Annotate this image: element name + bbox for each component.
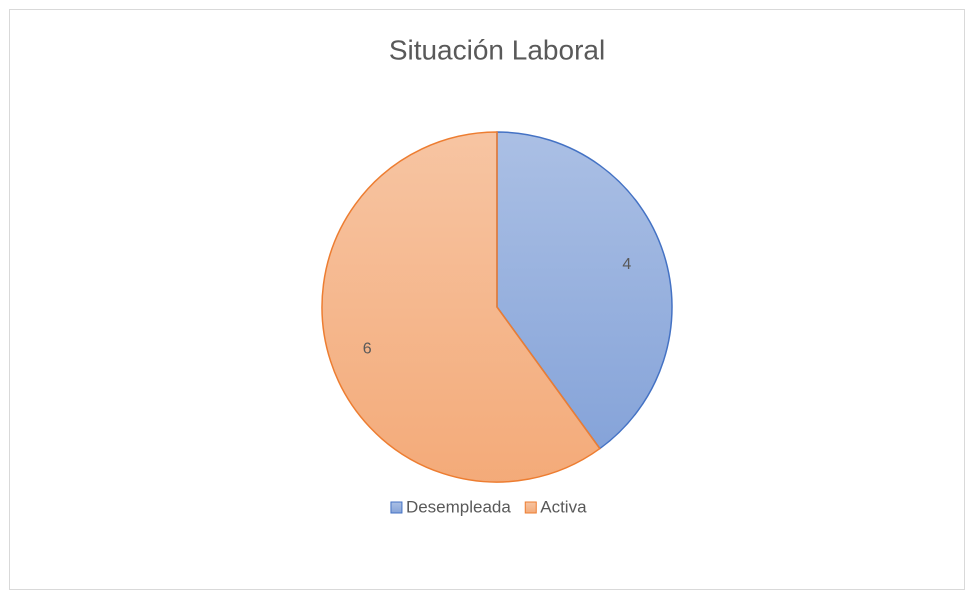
data-label: 6 <box>363 340 372 357</box>
legend-label: Desempleada <box>406 497 511 516</box>
pie-slice <box>496 131 673 450</box>
legend-swatch <box>390 501 403 514</box>
pie-slice <box>321 131 601 483</box>
legend-swatch <box>524 501 537 514</box>
chart-title: Situación Laboral <box>389 34 605 65</box>
legend-label: Activa <box>540 497 587 516</box>
data-label: 4 <box>622 256 631 273</box>
